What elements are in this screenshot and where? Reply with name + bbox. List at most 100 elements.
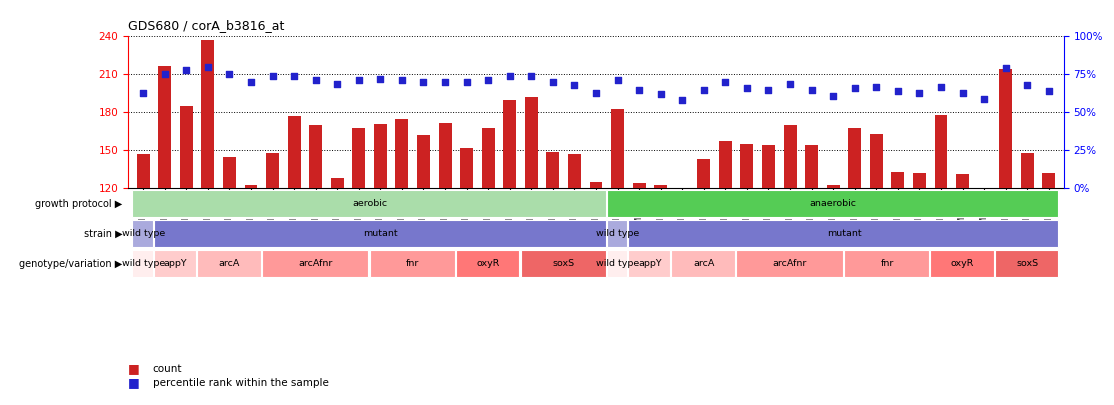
Bar — [352, 128, 365, 188]
Point — [414, 79, 432, 85]
Bar — [417, 135, 430, 188]
Point — [544, 79, 561, 85]
Bar — [287, 116, 301, 188]
Bar — [913, 173, 926, 188]
Bar — [827, 185, 840, 188]
Text: soxS: soxS — [553, 259, 575, 268]
Point — [135, 90, 153, 96]
Bar — [310, 125, 322, 188]
Point — [221, 71, 238, 78]
Bar — [568, 154, 580, 188]
Text: count: count — [153, 364, 182, 373]
Bar — [1020, 153, 1034, 188]
Bar — [266, 153, 278, 188]
Text: wild type: wild type — [121, 259, 165, 268]
Bar — [935, 115, 947, 188]
Bar — [719, 141, 732, 188]
Text: arcAfnr: arcAfnr — [773, 259, 808, 268]
Text: genotype/variation ▶: genotype/variation ▶ — [19, 259, 123, 269]
Point — [608, 77, 626, 84]
Point — [1018, 82, 1036, 88]
Text: wild type: wild type — [121, 229, 165, 238]
Text: aerobic: aerobic — [352, 199, 388, 208]
Point — [760, 86, 778, 93]
Text: oxyR: oxyR — [951, 259, 975, 268]
Bar — [762, 145, 775, 188]
Text: GDS680 / corA_b3816_at: GDS680 / corA_b3816_at — [128, 19, 284, 32]
Bar — [589, 182, 603, 188]
Bar — [374, 124, 387, 188]
Point — [566, 82, 584, 88]
Bar — [158, 66, 172, 188]
Bar — [331, 178, 344, 188]
Text: ■: ■ — [128, 376, 140, 389]
Point — [631, 86, 648, 93]
Point — [264, 73, 282, 79]
Bar — [202, 40, 214, 188]
Point — [350, 77, 368, 84]
Point — [716, 79, 734, 85]
Bar — [612, 109, 624, 188]
Bar — [697, 159, 711, 188]
Text: fnr: fnr — [880, 259, 893, 268]
Point — [479, 77, 497, 84]
Bar — [891, 172, 905, 188]
Point — [242, 79, 260, 85]
Bar — [654, 185, 667, 188]
Text: oxyR: oxyR — [477, 259, 500, 268]
Point — [868, 83, 886, 90]
Text: percentile rank within the sample: percentile rank within the sample — [153, 378, 329, 388]
Point — [329, 80, 346, 87]
Point — [781, 80, 799, 87]
Bar — [999, 69, 1013, 188]
Bar — [956, 175, 969, 188]
Point — [910, 90, 928, 96]
Text: appY: appY — [164, 259, 187, 268]
Text: wild type: wild type — [596, 229, 639, 238]
Bar — [741, 144, 753, 188]
Point — [199, 64, 217, 70]
Text: strain ▶: strain ▶ — [84, 229, 123, 239]
Bar — [137, 154, 149, 188]
Bar — [395, 119, 409, 188]
Point — [522, 73, 540, 79]
Text: fnr: fnr — [405, 259, 419, 268]
Point — [393, 77, 411, 84]
Text: arcA: arcA — [218, 259, 241, 268]
Bar — [870, 134, 882, 188]
Text: soxS: soxS — [1016, 259, 1038, 268]
Point — [437, 79, 455, 85]
Bar — [460, 148, 473, 188]
Point — [803, 86, 821, 93]
Point — [846, 85, 863, 91]
Point — [737, 85, 755, 91]
Text: ■: ■ — [128, 362, 140, 375]
Bar — [179, 106, 193, 188]
Point — [997, 65, 1015, 72]
Text: arcAfnr: arcAfnr — [299, 259, 333, 268]
Point — [501, 73, 519, 79]
Text: growth protocol ▶: growth protocol ▶ — [36, 199, 123, 209]
Point — [652, 91, 670, 97]
Bar — [546, 151, 559, 188]
Point — [932, 83, 950, 90]
Text: anaerobic: anaerobic — [810, 199, 857, 208]
Point — [458, 79, 476, 85]
Point — [156, 71, 174, 78]
Text: mutant: mutant — [363, 229, 398, 238]
Bar — [223, 157, 236, 188]
Bar — [439, 122, 451, 188]
Point — [306, 77, 324, 84]
Bar — [481, 128, 495, 188]
Text: wild type: wild type — [596, 259, 639, 268]
Bar — [245, 185, 257, 188]
Text: arcA: arcA — [693, 259, 714, 268]
Point — [889, 88, 907, 94]
Text: appY: appY — [638, 259, 662, 268]
Point — [673, 97, 691, 103]
Point — [824, 92, 842, 99]
Bar — [525, 97, 538, 188]
Point — [285, 73, 303, 79]
Point — [371, 76, 389, 82]
Point — [695, 86, 713, 93]
